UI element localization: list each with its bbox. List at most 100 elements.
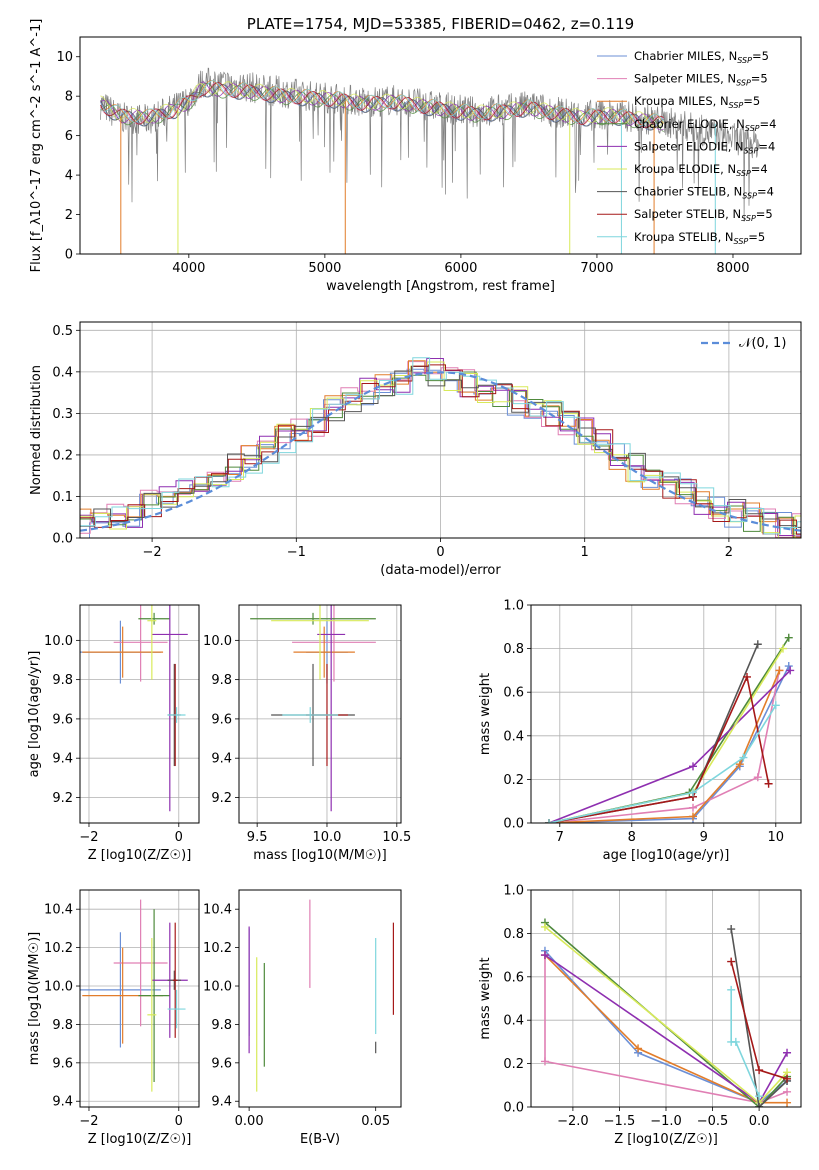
mass-weight-marker — [727, 985, 736, 994]
mass-weight-marker — [779, 644, 787, 653]
mass-weight-marker — [727, 957, 736, 966]
x-tick-label: 7000 — [580, 261, 613, 276]
x-tick-label: 6000 — [444, 261, 477, 276]
legend-label: Salpeter STELIB, NSSP=5 — [634, 207, 773, 223]
x-tick-label: 10.5 — [382, 830, 411, 845]
legend-label: Salpeter MILES, NSSP=5 — [634, 72, 768, 88]
x-axis-label: E(B-V) — [300, 1132, 340, 1147]
x-tick-label: 4000 — [172, 261, 205, 276]
axes-frame — [79, 321, 802, 539]
y-tick-label: 9.6 — [211, 712, 232, 727]
legend-label: Salpeter ELODIE, NSSP=4 — [634, 139, 775, 155]
x-tick-label: 7 — [556, 830, 564, 845]
y-axis-label: age [log10(age/yr)] — [27, 651, 42, 778]
y-tick-label: 9.6 — [52, 712, 73, 727]
age-vs-mass-panel: 9.5 10.0 10.5 9.2 9.4 9.6 9.8 10.0 mass [log10(M… — [203, 604, 411, 863]
spectrum-panel: 4000 5000 6000 7000 8000 0 2 4 6 8 10 wavelength [A… — [29, 15, 802, 294]
mass-weight-marker — [783, 1087, 792, 1096]
y-tick-label: 9.8 — [52, 673, 73, 688]
y-tick-label: 9.6 — [52, 1056, 73, 1071]
model-spectrum-line — [100, 81, 664, 129]
y-tick-label: 0.4 — [52, 365, 73, 380]
model-spectrum-line — [100, 82, 664, 129]
y-tick-label: 0.2 — [503, 1057, 524, 1072]
y-tick-label: 10 — [56, 50, 73, 65]
x-axis-label: Z [log10(Z/Z☉)] — [88, 1132, 192, 1147]
y-tick-label: 0.8 — [503, 642, 524, 657]
y-tick-label: 0.8 — [503, 927, 524, 942]
y-axis-label: Flux [f_λ10^-17 erg cm^-2 s^-1 A^-1] — [29, 19, 44, 273]
mass-vs-ebv-panel: 0.00 0.05 9.4 9.6 9.8 10.0 10.2 10.4 E(B-V) — [203, 889, 402, 1147]
mass-weight-marker — [739, 753, 748, 762]
y-tick-label: 9.2 — [52, 791, 73, 806]
mass-weight-marker — [755, 1103, 764, 1107]
mass-weight-marker — [731, 1037, 740, 1046]
x-tick-label: −2 — [79, 1114, 98, 1129]
mass-weight-marker — [689, 803, 697, 812]
mass-vs-metallicity-panel: −2 0 9.4 9.6 9.8 10.0 10.2 10.4 Z [log10(Z/Z☉)] m… — [27, 889, 200, 1147]
x-axis-label: Z [log10(Z/Z☉)] — [614, 1132, 718, 1147]
y-tick-label: 0.5 — [52, 324, 73, 339]
series-layer — [545, 633, 795, 823]
age-vs-metallicity-panel: −2 0 9.2 9.4 9.6 9.8 10.0 Z [log10(Z/Z☉)] age [l… — [27, 604, 200, 863]
y-axis-label: mass weight — [478, 957, 493, 1039]
x-tick-label: 9 — [700, 830, 708, 845]
x-tick-label: −1 — [287, 545, 306, 560]
mass-weight-marker — [753, 640, 762, 649]
y-tick-label: 0.1 — [52, 490, 73, 505]
mass-weight-marker — [540, 1057, 549, 1066]
mass-weight-marker — [783, 1098, 792, 1107]
x-tick-label: 0.0 — [749, 1114, 770, 1129]
mass-weight-marker — [545, 819, 553, 823]
y-tick-label: 9.4 — [211, 1095, 232, 1110]
y-axis-label: Normed distribution — [29, 365, 44, 495]
x-tick-label: 10 — [768, 830, 785, 845]
mass-weight-marker — [540, 922, 549, 931]
axes-frame — [238, 889, 402, 1108]
x-tick-label: 10.0 — [313, 830, 342, 845]
mass-weight-marker — [783, 1074, 792, 1083]
x-axis-label: mass [log10(M/M☉)] — [253, 848, 386, 863]
model-spectrum-line — [100, 80, 664, 127]
y-tick-label: 0.0 — [52, 532, 73, 547]
x-tick-label: 0 — [175, 1114, 183, 1129]
mass-weight-line — [548, 674, 770, 823]
y-tick-label: 10.4 — [203, 903, 232, 918]
axes-frame — [79, 604, 200, 824]
mass-weight-marker — [784, 633, 793, 642]
y-tick-label: 1.0 — [503, 884, 524, 899]
normal-distribution-curve — [80, 371, 801, 532]
y-tick-label: 9.4 — [211, 752, 232, 767]
x-tick-label: 2 — [725, 545, 733, 560]
legend-label: Chabrier ELODIE, NSSP=4 — [634, 117, 776, 133]
y-tick-label: 9.4 — [52, 1095, 73, 1110]
errorbar-layer — [248, 899, 395, 1092]
chart-title: PLATE=1754, MJD=53385, FIBERID=0462, z=0… — [247, 15, 634, 33]
legend-label: Kroupa ELODIE, NSSP=4 — [634, 162, 768, 178]
y-tick-label: 2 — [65, 208, 73, 223]
mass-weight-marker — [786, 666, 795, 675]
mass-weight-marker — [689, 788, 697, 797]
y-axis-label: mass weight — [478, 673, 493, 755]
y-tick-label: 10.2 — [44, 941, 73, 956]
legend-label: Kroupa STELIB, NSSP=5 — [634, 230, 765, 246]
mass-weight-line — [548, 670, 781, 823]
y-tick-label: 9.6 — [211, 1056, 232, 1071]
histogram-step-line — [80, 361, 801, 538]
mass-weight-line — [548, 670, 781, 823]
mass-weight-marker — [755, 1066, 764, 1075]
axes-frame — [79, 36, 802, 255]
errorbar-layer — [80, 605, 188, 812]
histogram-step-line — [80, 366, 801, 528]
x-axis-label: (data-model)/error — [380, 563, 501, 578]
legend-label: Kroupa MILES, NSSP=5 — [634, 94, 760, 110]
y-tick-label: 10.0 — [44, 980, 73, 995]
x-tick-label: 1 — [581, 545, 589, 560]
mass-weight-marker — [634, 1044, 643, 1053]
mass-weight-marker — [784, 662, 793, 671]
histogram-step-line — [80, 358, 801, 537]
mass-weight-marker — [755, 1092, 764, 1101]
y-tick-label: 9.8 — [211, 673, 232, 688]
y-axis-label: mass [log10(M/M☉)] — [27, 932, 42, 1065]
mass-weight-line — [544, 921, 788, 1107]
